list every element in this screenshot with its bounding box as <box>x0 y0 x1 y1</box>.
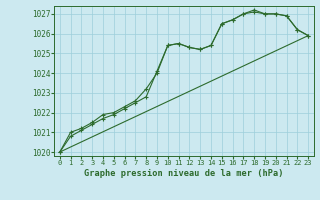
X-axis label: Graphe pression niveau de la mer (hPa): Graphe pression niveau de la mer (hPa) <box>84 169 284 178</box>
